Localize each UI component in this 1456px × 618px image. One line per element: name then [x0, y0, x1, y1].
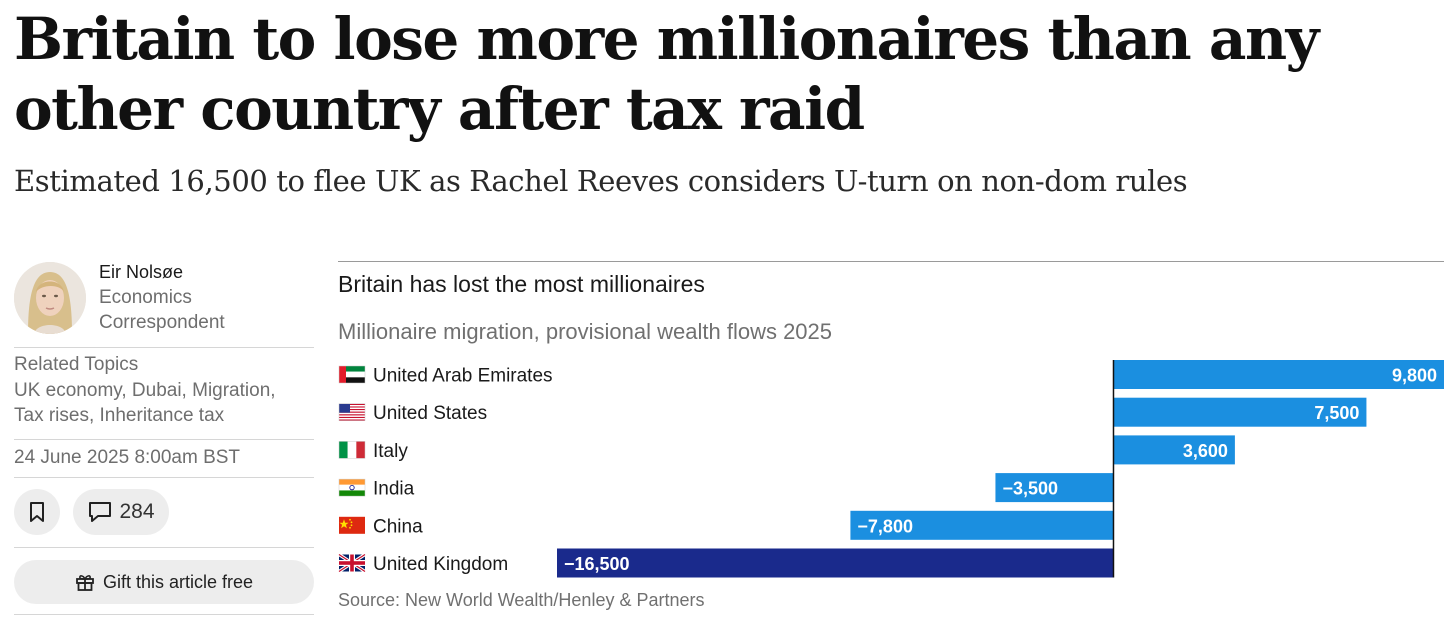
category-label: Italy — [373, 441, 408, 462]
comment-icon — [89, 502, 112, 522]
value-label: −7,800 — [857, 516, 913, 536]
related-topics-title: Related Topics — [14, 354, 139, 375]
divider — [14, 547, 314, 548]
comments-button[interactable]: 284 — [73, 489, 169, 535]
bar — [557, 548, 1114, 578]
standfirst: Estimated 16,500 to flee UK as Rachel Re… — [14, 164, 1188, 198]
divider — [14, 439, 314, 440]
gift-article-button[interactable]: Gift this article free — [14, 560, 314, 604]
gift-icon — [76, 575, 94, 591]
value-label: −3,500 — [1002, 479, 1058, 499]
bookmark-button[interactable] — [14, 489, 60, 535]
related-topics-list[interactable]: UK economy, Dubai, Migration, Tax rises,… — [14, 380, 276, 426]
uae-flag-icon — [338, 365, 366, 384]
divider — [14, 347, 314, 348]
italy-flag-icon — [338, 441, 366, 459]
divider — [14, 477, 314, 478]
headline: Britain to lose more millionaires than a… — [14, 5, 1319, 143]
gift-label: Gift this article free — [102, 571, 254, 592]
author-name[interactable]: Eir Nolsøe — [99, 262, 184, 282]
author-avatar[interactable] — [14, 262, 86, 334]
china-flag-icon — [339, 516, 365, 534]
bar — [995, 473, 1114, 503]
category-label: India — [373, 479, 415, 500]
author-role: Economics Correspondent — [99, 287, 225, 333]
bar — [850, 510, 1114, 540]
value-label: 3,600 — [1183, 441, 1228, 461]
chart-title: Britain has lost the most millionaires — [338, 271, 705, 297]
value-label: 7,500 — [1314, 403, 1359, 423]
chart-top-rule — [338, 261, 1444, 262]
category-label: United Arab Emirates — [373, 366, 553, 387]
comment-count: 284 — [119, 500, 155, 523]
category-label: United Kingdom — [373, 554, 508, 575]
value-label: −16,500 — [564, 554, 630, 574]
bar — [1113, 397, 1367, 427]
india-flag-icon — [338, 478, 366, 497]
publish-date: 24 June 2025 8:00am BST — [14, 447, 241, 468]
bar — [1113, 360, 1444, 389]
chart-subtitle: Millionaire migration, provisional wealt… — [338, 319, 833, 344]
us-flag-icon — [338, 403, 366, 421]
uk-flag-icon — [338, 553, 366, 573]
bookmark-icon — [30, 502, 44, 522]
value-label: 9,800 — [1392, 366, 1437, 386]
divider — [14, 614, 314, 615]
category-label: China — [373, 516, 423, 537]
bar — [1113, 435, 1235, 465]
category-label: United States — [373, 403, 487, 424]
chart-source: Source: New World Wealth/Henley & Partne… — [338, 590, 705, 610]
